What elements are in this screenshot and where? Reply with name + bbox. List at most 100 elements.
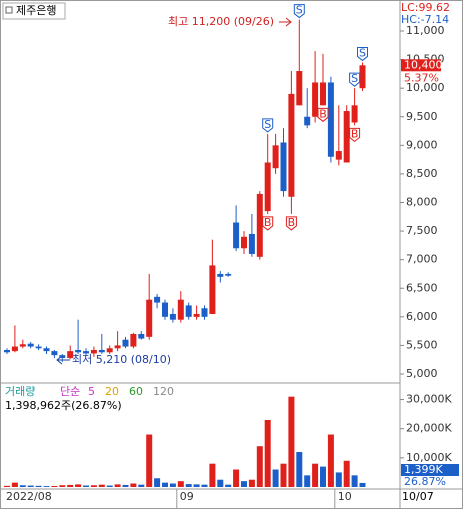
y-tick-label: 10,000K	[406, 451, 452, 464]
y-tick-label: 9,500	[406, 110, 438, 123]
y-tick-label: 20,000K	[406, 422, 452, 435]
volume-bar	[335, 472, 342, 487]
candle-body	[169, 313, 176, 320]
candle-body	[320, 82, 326, 106]
hc-label: HC:-7.14	[401, 13, 449, 26]
candle-body	[209, 265, 216, 314]
volume-bar	[35, 485, 42, 487]
candle-body	[335, 151, 342, 160]
y-tick-label: 11,000	[406, 24, 445, 37]
ratio-label: 26.87%	[404, 475, 446, 488]
candle-body	[59, 355, 66, 358]
signal-label: S	[359, 46, 366, 59]
y-tick-label: 10,000	[406, 81, 445, 94]
volume-bar	[304, 475, 311, 487]
volume-bar	[146, 434, 153, 487]
price-label: 10,400	[404, 58, 443, 71]
ma-label: 단순	[60, 385, 80, 398]
signal-label: B	[351, 127, 359, 140]
signal-label: S	[351, 72, 358, 85]
volume-bar	[288, 396, 295, 487]
signal-label: S	[264, 118, 271, 131]
candle-body	[351, 105, 358, 123]
signal-marker	[262, 118, 274, 133]
chart-title: 제주은행	[16, 4, 56, 17]
candle-body	[11, 346, 18, 352]
candle-body	[233, 222, 240, 249]
candle-body	[327, 82, 334, 157]
signal-marker	[317, 107, 329, 122]
y-tick-label: 6,000	[406, 310, 438, 323]
candle-body	[272, 145, 279, 169]
price-box	[401, 59, 441, 72]
candle-body	[185, 305, 192, 317]
ma-period: 60	[129, 385, 143, 398]
volume-info: 1,398,962주(26.87%)	[5, 399, 122, 412]
candle-body	[146, 299, 153, 337]
volume-bar	[320, 466, 326, 487]
signal-label: B	[319, 107, 327, 120]
y-tick-label: 6,500	[406, 281, 438, 294]
title-icon	[5, 6, 13, 14]
candle-body	[296, 71, 303, 106]
volume-bar	[83, 485, 89, 487]
candle-body	[201, 308, 208, 317]
volume-bar	[296, 452, 303, 487]
volume-bar	[359, 482, 366, 487]
volume-label: 1,399K	[404, 463, 443, 476]
candle-body	[35, 346, 42, 349]
ma-period: 20	[105, 385, 119, 398]
y-tick-label: 8,500	[406, 167, 438, 180]
volume-bar	[193, 484, 200, 487]
candle-body	[264, 162, 271, 212]
volume-bar	[225, 484, 232, 487]
volume-bar	[11, 482, 18, 487]
ma-period: 120	[153, 385, 174, 398]
candle-body	[122, 339, 129, 347]
candle-body	[43, 348, 50, 352]
volume-bar	[217, 479, 224, 487]
low-note: 최저 5,210 (08/10)	[72, 353, 171, 366]
date-label: 10/07	[402, 490, 434, 503]
volume-bar	[169, 483, 176, 487]
candle-body	[19, 344, 26, 347]
candle-body	[114, 345, 121, 349]
volume-bar	[248, 479, 255, 487]
volume-bar	[122, 484, 129, 487]
y-tick-label: 7,500	[406, 224, 438, 237]
high-note: 최고 11,200 (09/26)	[168, 15, 274, 28]
lc-label: LC:99.62	[401, 1, 450, 14]
y-tick-label: 5,500	[406, 338, 438, 351]
signal-marker	[349, 72, 361, 87]
signal-marker	[285, 216, 297, 231]
candle-body	[217, 273, 224, 277]
candle-body	[343, 111, 350, 163]
volume-bar	[43, 486, 50, 487]
candle-body	[288, 93, 295, 197]
candle-body	[154, 296, 161, 303]
signal-marker	[349, 127, 361, 142]
volume-bar	[209, 463, 216, 487]
volume-bar	[106, 485, 113, 487]
volume-bar	[4, 485, 10, 487]
volume-bar	[67, 484, 74, 487]
volume-bar	[75, 484, 82, 487]
volume-bar	[272, 469, 279, 487]
signal-label: S	[296, 4, 303, 17]
candle-body	[98, 349, 105, 353]
change-label: 5.37%	[404, 71, 439, 84]
candle-body	[51, 351, 58, 356]
signal-marker	[293, 4, 305, 19]
volume-bar	[51, 485, 58, 487]
volume-bar	[351, 475, 358, 487]
volume-bar	[177, 481, 184, 487]
candle-body	[241, 236, 247, 249]
y-tick-label: 9,000	[406, 138, 438, 151]
candle-body	[280, 142, 287, 192]
volume-bar	[162, 482, 168, 487]
candle-body	[359, 65, 366, 89]
volume-bar	[19, 485, 26, 487]
volume-bar	[327, 434, 334, 487]
